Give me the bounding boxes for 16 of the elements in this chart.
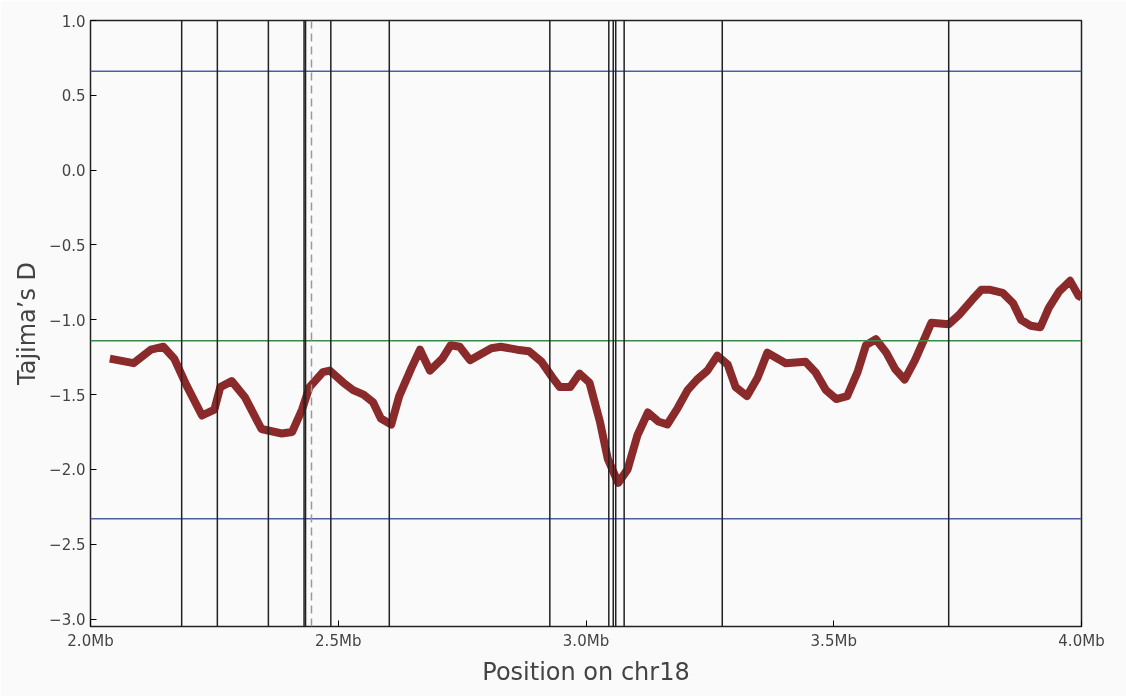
- y-tick-label: −1.0: [49, 311, 86, 330]
- y-tick-label: −3.0: [49, 611, 86, 630]
- x-tick-label: 2.5Mb: [315, 631, 362, 650]
- y-tick-label: −1.5: [49, 386, 86, 405]
- x-tick-label: 3.0Mb: [562, 631, 610, 650]
- y-tick-label: 0.0: [61, 162, 86, 181]
- x-tick-label: 4.0Mb: [1058, 631, 1105, 650]
- x-axis-title: Position on chr18: [482, 657, 690, 686]
- x-tick-label: 2.0Mb: [67, 631, 114, 650]
- y-tick-label: 0.5: [61, 87, 86, 106]
- y-axis-title: Tajima’s D: [13, 261, 42, 387]
- y-tick-label: −2.0: [49, 461, 86, 480]
- x-tick-label: 3.5Mb: [810, 631, 857, 650]
- y-tick-label: −0.5: [49, 236, 86, 255]
- y-tick-label: −2.5: [49, 536, 86, 555]
- y-tick-label: 1.0: [61, 12, 86, 31]
